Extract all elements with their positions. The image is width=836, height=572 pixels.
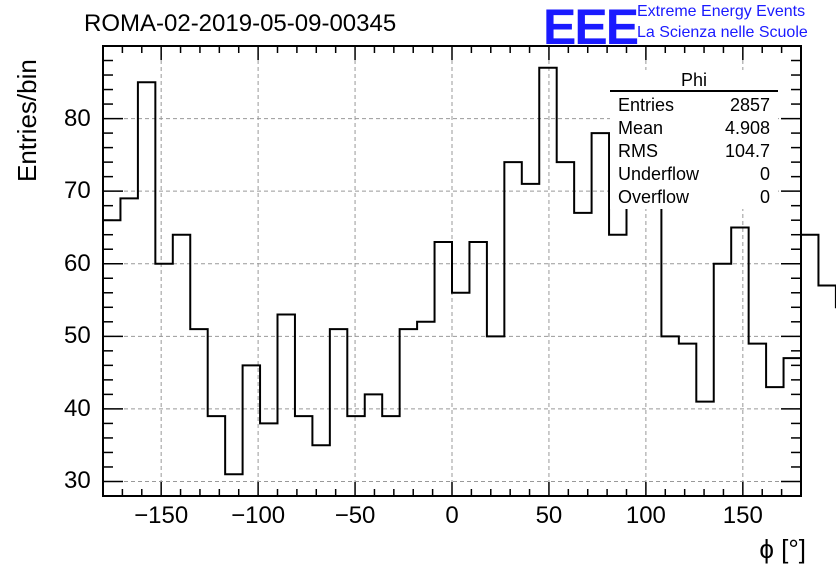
y-tick-label: 80 — [64, 104, 91, 132]
y-tick-label: 30 — [64, 467, 91, 495]
stats-rows: Entries 2857 Mean 4.908 RMS 104.7 Underflow 0 Ov… — [610, 94, 778, 209]
stats-row: Overflow 0 — [610, 186, 778, 209]
y-tick-label: 70 — [64, 177, 91, 205]
stats-label: Mean — [618, 118, 664, 138]
y-tick-label: 60 — [64, 249, 91, 277]
y-tick-label: 40 — [64, 394, 91, 422]
x-tick-label: 100 — [625, 502, 666, 529]
y-axis-label: Entries/bin — [12, 59, 42, 182]
stats-value: 4.908 — [724, 118, 770, 138]
stats-row: Mean 4.908 — [610, 117, 778, 140]
stats-label: Underflow — [618, 164, 700, 184]
x-tick-label: 50 — [535, 502, 563, 529]
stats-row: Underflow 0 — [610, 163, 778, 186]
stats-value: 0 — [759, 164, 770, 184]
x-tick-label: −150 — [134, 502, 189, 529]
stats-title: Phi — [680, 70, 707, 90]
logo-line-2: La Scienza nelle Scuole — [637, 24, 808, 41]
stats-box: Phi Entries 2857 Mean 4.908 RMS 104.7 Underflo… — [610, 70, 778, 209]
x-axis-label: ϕ [°] — [759, 534, 806, 564]
x-tick-label: 150 — [722, 502, 763, 529]
x-tick-label: 0 — [445, 502, 459, 529]
stats-label: Overflow — [618, 187, 690, 207]
histogram-series — [103, 66, 836, 476]
eee-logo: EEE — [543, 0, 639, 55]
stats-value: 104.7 — [724, 141, 770, 161]
stats-label: RMS — [618, 141, 658, 161]
stats-row: RMS 104.7 — [610, 140, 778, 163]
x-tick-label: −50 — [334, 502, 376, 529]
stats-value: 0 — [759, 187, 770, 207]
stats-label: Entries — [618, 95, 675, 115]
stats-row: Entries 2857 — [610, 94, 778, 117]
x-tick-label: −100 — [231, 502, 286, 529]
stats-divider — [610, 90, 778, 92]
logo-line-1: Extreme Energy Events — [637, 3, 806, 20]
stats-value: 2857 — [729, 95, 770, 115]
axis-ticks — [102, 45, 802, 497]
y-tick-label: 50 — [64, 322, 91, 350]
chart-title: ROMA-02-2019-05-09-00345 — [84, 10, 397, 37]
